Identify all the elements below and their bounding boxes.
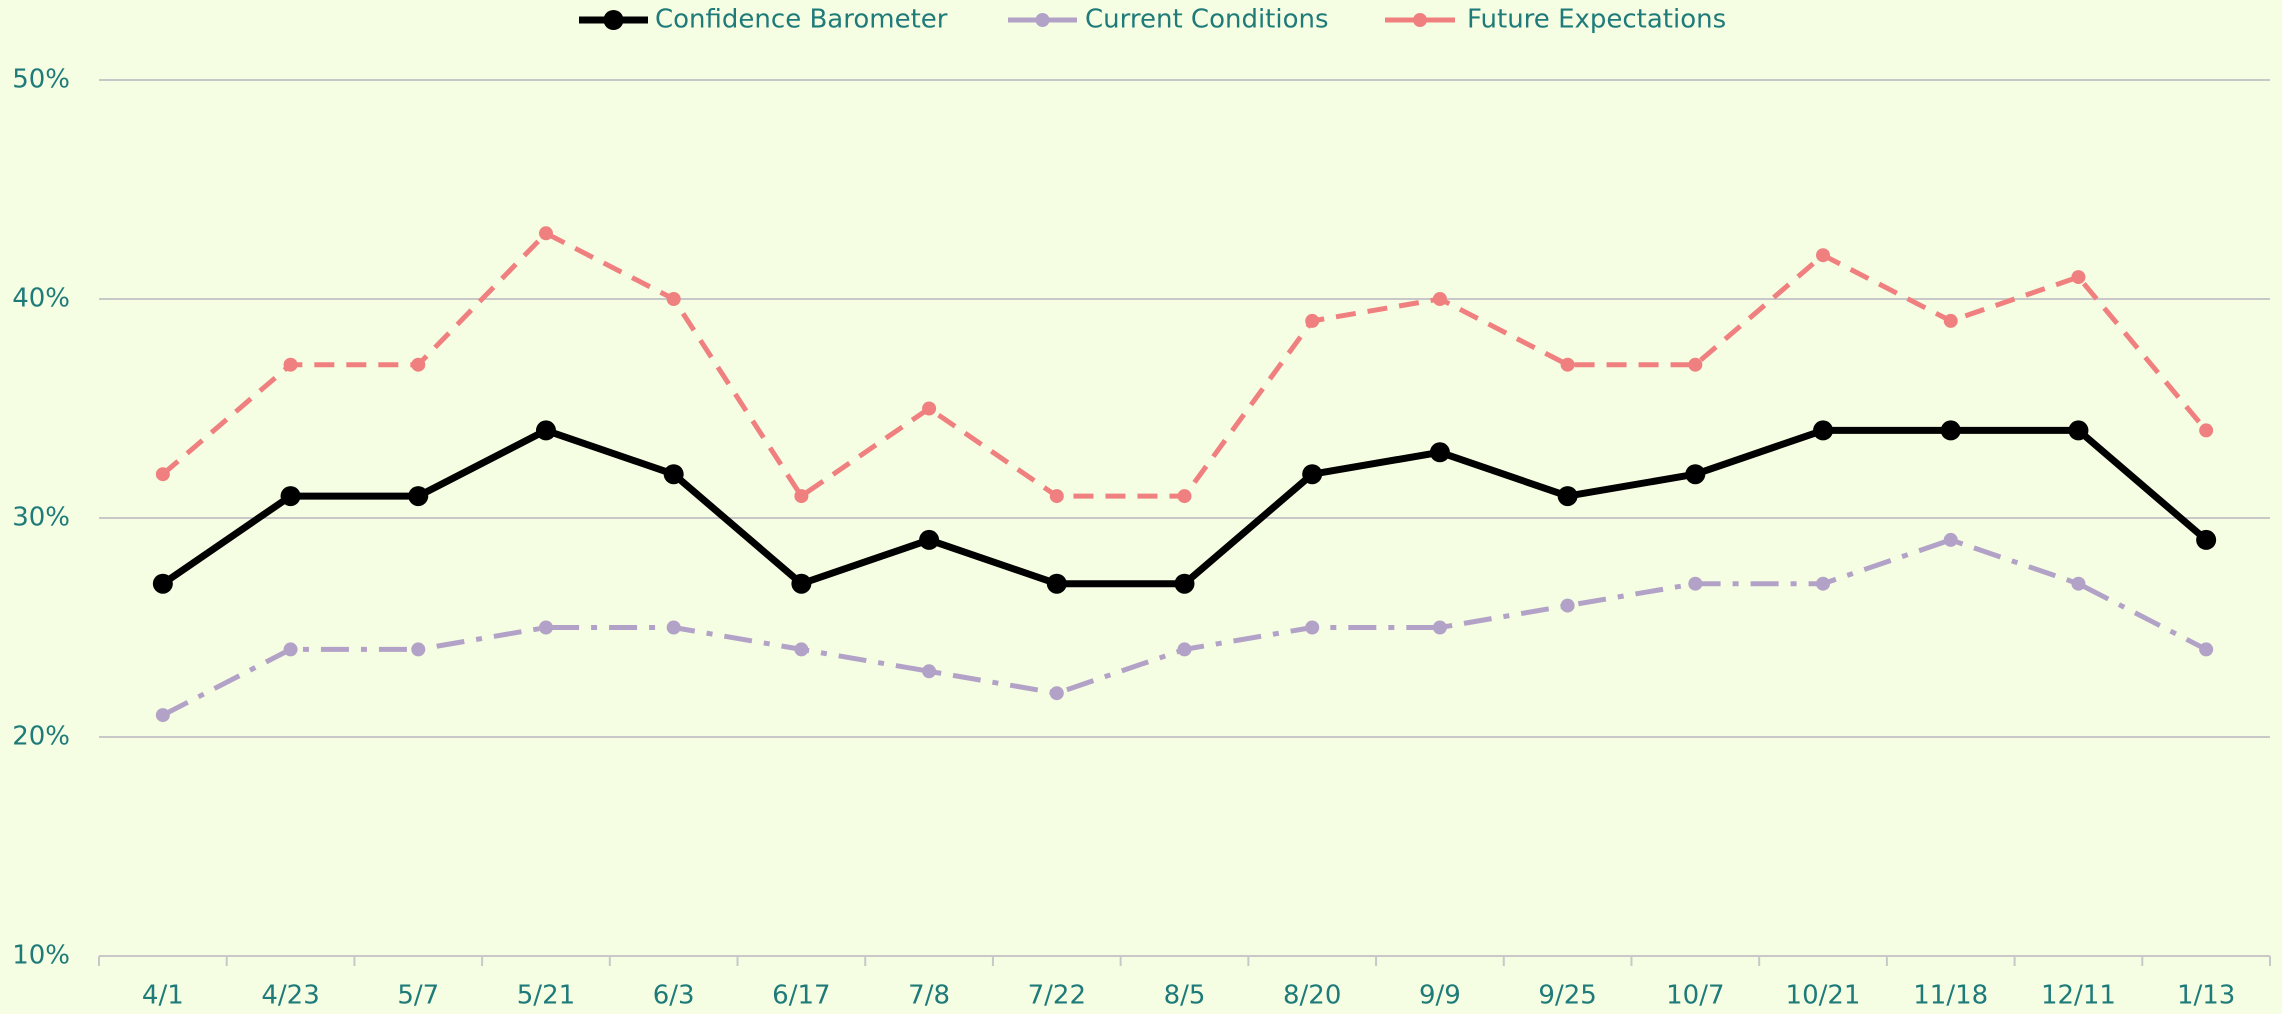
data-point <box>666 292 681 306</box>
legend-marker <box>1035 13 1050 27</box>
data-point <box>1049 489 1064 504</box>
data-point <box>280 486 301 507</box>
series-line <box>161 230 2209 499</box>
data-point <box>1432 620 1447 635</box>
data-point <box>1305 620 1320 635</box>
data-point <box>922 664 937 679</box>
data-point <box>283 357 298 372</box>
x-tick-label: 12/11 <box>2041 981 2116 1011</box>
x-tick-label: 1/13 <box>2177 981 2235 1011</box>
data-point <box>1816 248 1831 263</box>
legend-marker <box>603 10 624 30</box>
data-point <box>408 486 429 507</box>
x-tick-label: 9/9 <box>1419 981 1461 1011</box>
data-point <box>155 467 170 482</box>
data-point <box>1560 598 1575 613</box>
y-tick-label: 50% <box>12 65 70 95</box>
data-point <box>1557 486 1578 507</box>
x-tick-label: 5/7 <box>397 981 439 1011</box>
x-tick-label: 7/8 <box>908 981 950 1011</box>
data-point <box>1685 464 1706 485</box>
data-point <box>1177 642 1192 657</box>
data-point <box>538 620 553 635</box>
data-point <box>2068 420 2089 441</box>
data-point <box>2071 270 2086 285</box>
data-point <box>1432 292 1447 306</box>
data-point <box>1943 532 1958 547</box>
data-point <box>1305 313 1320 328</box>
data-point <box>2199 642 2214 657</box>
data-point <box>1046 573 1067 594</box>
data-point <box>2196 529 2217 550</box>
x-tick-label: 7/22 <box>1028 981 1086 1011</box>
data-point <box>411 357 426 372</box>
x-tick-label: 8/20 <box>1283 981 1341 1011</box>
data-point <box>1302 464 1323 485</box>
y-tick-label: 10% <box>12 941 70 971</box>
data-point <box>922 401 937 416</box>
data-point <box>1688 576 1703 591</box>
x-tick-label: 6/17 <box>772 981 830 1011</box>
x-tick-label: 8/5 <box>1164 981 1206 1011</box>
x-tick-label: 4/1 <box>142 981 184 1011</box>
data-point <box>1560 357 1575 372</box>
data-point <box>663 464 684 485</box>
data-point <box>794 642 809 657</box>
y-tick-label: 30% <box>12 503 70 533</box>
legend-label: Future Expectations <box>1467 5 1726 35</box>
x-tick-label: 10/7 <box>1666 981 1724 1011</box>
x-tick-label: 10/21 <box>1786 981 1861 1011</box>
data-point <box>535 420 556 441</box>
data-point <box>794 489 809 504</box>
y-tick-label: 20% <box>12 722 70 752</box>
series-line <box>161 537 2208 718</box>
data-point <box>1813 420 1834 441</box>
legend-label: Confidence Barometer <box>655 5 948 35</box>
data-point <box>152 573 173 594</box>
data-point <box>1429 442 1450 463</box>
x-tick-label: 4/23 <box>261 981 319 1011</box>
data-point <box>1943 313 1958 328</box>
data-point <box>666 620 681 635</box>
legend-marker <box>1413 13 1427 27</box>
series-line <box>160 426 2209 588</box>
data-point <box>791 573 812 594</box>
data-point <box>155 708 170 723</box>
data-point <box>411 642 426 657</box>
data-point <box>1049 686 1064 701</box>
data-point <box>538 226 553 241</box>
data-point <box>1688 357 1703 372</box>
data-point <box>1177 489 1192 504</box>
data-point <box>2071 576 2086 591</box>
data-point <box>1816 576 1831 591</box>
data-point <box>1940 420 1961 441</box>
x-tick-label: 9/25 <box>1538 981 1596 1011</box>
x-tick-label: 6/3 <box>653 981 695 1011</box>
data-point <box>1174 573 1195 594</box>
legend-label: Current Conditions <box>1085 5 1329 35</box>
data-point <box>283 642 298 657</box>
y-tick-label: 40% <box>12 284 70 314</box>
x-tick-label: 5/21 <box>517 981 575 1011</box>
data-point <box>919 529 940 550</box>
data-point <box>2199 423 2214 438</box>
x-tick-label: 11/18 <box>1913 981 1988 1011</box>
